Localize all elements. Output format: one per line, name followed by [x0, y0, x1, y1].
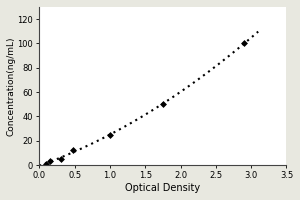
- Y-axis label: Concentration(ng/mL): Concentration(ng/mL): [7, 36, 16, 136]
- X-axis label: Optical Density: Optical Density: [125, 183, 200, 193]
